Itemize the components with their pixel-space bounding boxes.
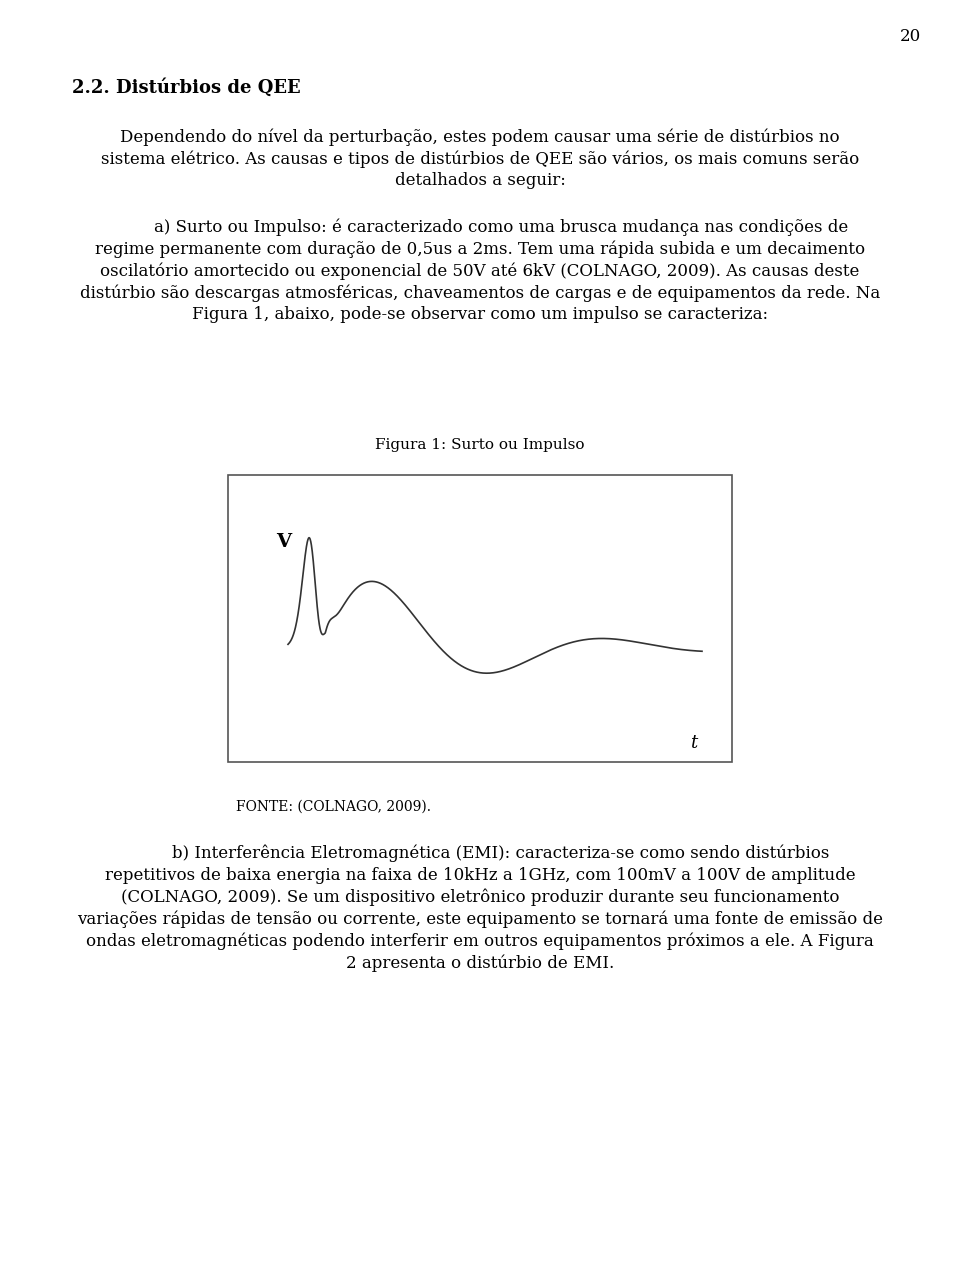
Text: ondas eletromagnéticas podendo interferir em outros equipamentos próximos a ele.: ondas eletromagnéticas podendo interferi… — [86, 933, 874, 951]
Text: repetitivos de baixa energia na faixa de 10kHz a 1GHz, com 100mV a 100V de ampli: repetitivos de baixa energia na faixa de… — [105, 867, 855, 884]
Text: a) Surto ou Impulso: é caracterizado como uma brusca mudança nas condições de: a) Surto ou Impulso: é caracterizado com… — [112, 218, 848, 236]
Text: Figura 1: Surto ou Impulso: Figura 1: Surto ou Impulso — [375, 437, 585, 451]
Text: variações rápidas de tensão ou corrente, este equipamento se tornará uma fonte d: variações rápidas de tensão ou corrente,… — [77, 910, 883, 928]
Text: distúrbio são descargas atmosféricas, chaveamentos de cargas e de equipamentos d: distúrbio são descargas atmosféricas, ch… — [80, 284, 880, 302]
Text: b) Interferência Eletromagnética (EMI): caracteriza-se como sendo distúrbios: b) Interferência Eletromagnética (EMI): … — [131, 844, 829, 862]
Text: Dependendo do nível da perturbação, estes podem causar uma série de distúrbios n: Dependendo do nível da perturbação, este… — [120, 128, 840, 146]
Text: sistema elétrico. As causas e tipos de distúrbios de QEE são vários, os mais com: sistema elétrico. As causas e tipos de d… — [101, 150, 859, 167]
Text: t: t — [690, 734, 697, 752]
Text: FONTE: (COLNAGO, 2009).: FONTE: (COLNAGO, 2009). — [236, 800, 431, 814]
Text: detalhados a seguir:: detalhados a seguir: — [395, 172, 565, 189]
Text: 20: 20 — [900, 28, 921, 44]
Text: (COLNAGO, 2009). Se um dispositivo eletrônico produzir durante seu funcionamento: (COLNAGO, 2009). Se um dispositivo eletr… — [121, 889, 839, 907]
Text: regime permanente com duração de 0,5us a 2ms. Tem uma rápida subida e um decaime: regime permanente com duração de 0,5us a… — [95, 240, 865, 257]
Bar — [228, 476, 732, 762]
Text: V: V — [276, 533, 291, 552]
Text: Figura 1, abaixo, pode-se observar como um impulso se caracteriza:: Figura 1, abaixo, pode-se observar como … — [192, 306, 768, 323]
Text: 2.2. Distúrbios de QEE: 2.2. Distúrbios de QEE — [72, 79, 300, 96]
Text: 2 apresenta o distúrbio de EMI.: 2 apresenta o distúrbio de EMI. — [346, 955, 614, 973]
Text: oscilatório amortecido ou exponencial de 50V até 6kV (COLNAGO, 2009). As causas : oscilatório amortecido ou exponencial de… — [100, 262, 860, 279]
